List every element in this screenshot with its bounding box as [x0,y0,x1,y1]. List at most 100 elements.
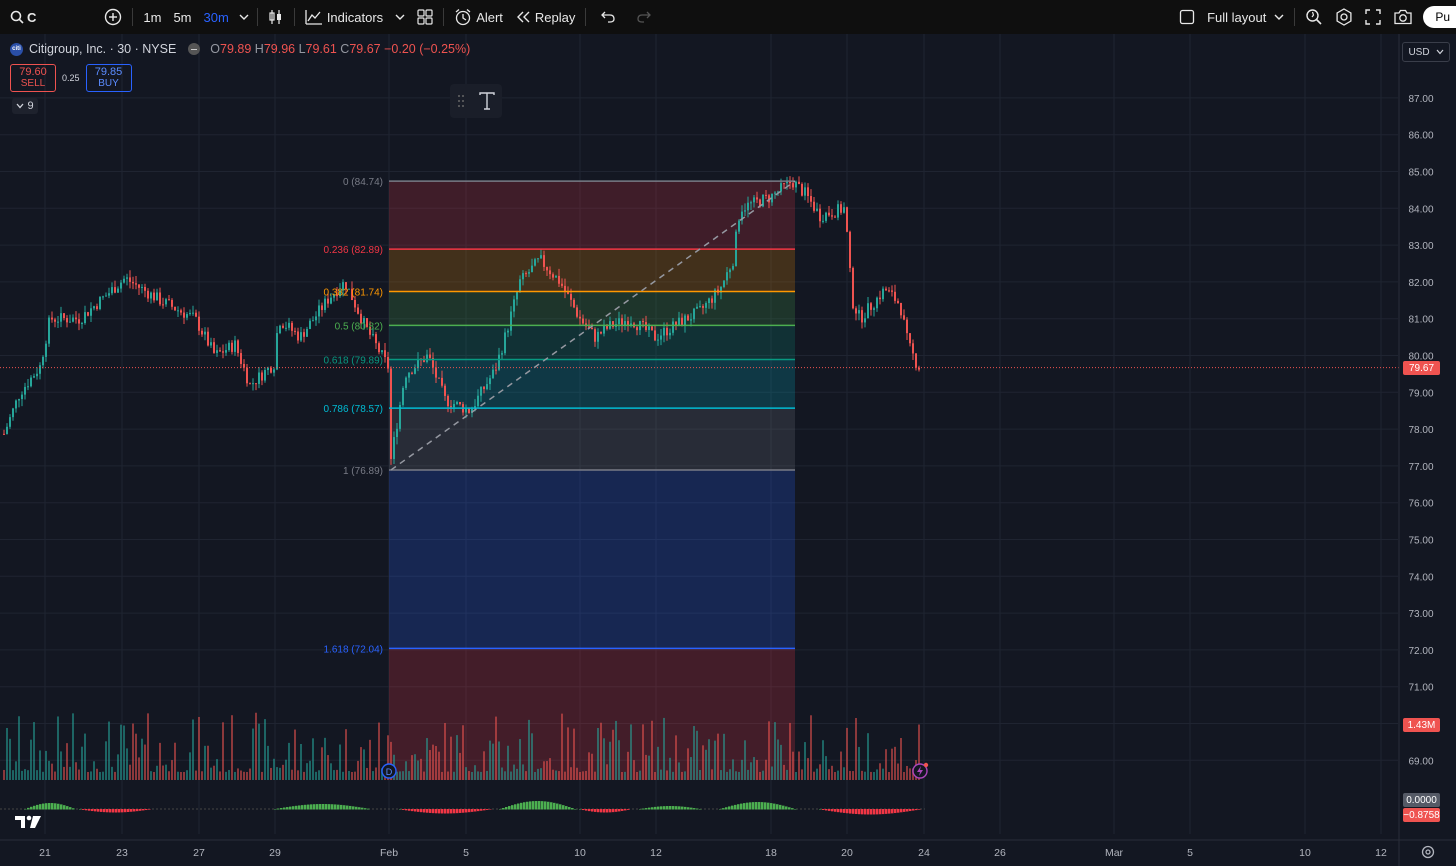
trade-buttons: 79.60 SELL 0.25 79.85 BUY [10,64,132,92]
time-axis[interactable]: 21 23 27 29 Feb 5 10 12 18 20 24 26 Mar 5 10 12 [0,839,1456,859]
fib-trend-line[interactable] [390,180,796,471]
chart-area[interactable]: D 0 (84.74) 0.236 (82.89) 0.382 (81.74) 0.5… [0,34,1456,866]
sell-button[interactable]: 79.60 SELL [10,64,56,92]
volume-bar [474,765,476,780]
grip-icon[interactable] [457,94,465,108]
volume-bar [66,743,68,780]
oscillator-bar [471,809,474,812]
undo-button[interactable] [590,0,626,34]
quick-search-button[interactable] [1299,0,1329,34]
oscillator-bar [145,809,148,811]
volume-bar [537,768,539,780]
dividend-marker-icon[interactable] [381,763,397,779]
publish-button[interactable]: Pu [1419,0,1456,34]
templates-button[interactable] [411,0,439,34]
volume-bar [201,771,203,780]
candle-body [534,259,536,266]
oscillator-bar [508,806,511,810]
oscillator-bar [39,804,42,810]
candle-body [597,331,599,342]
volume-bar [327,755,329,780]
timeframe-30m[interactable]: 30m [203,9,229,25]
candle-body [624,321,626,326]
oscillator-bar [109,809,112,813]
redo-button[interactable] [626,0,662,34]
change-value: −0.20 (−0.25%) [384,42,471,56]
timeframe-1m[interactable]: 1m [143,9,162,25]
checkbox-icon [1179,9,1195,25]
oscillator-bar [597,809,600,813]
volume-bar [45,750,47,780]
oscillator-bar [54,803,57,810]
volume-bar [585,770,587,780]
oscillator-bar [553,802,556,810]
symbol-label: C [27,9,37,25]
plus-circle-icon [105,8,122,26]
volume-bar [345,729,347,780]
compare-button[interactable] [98,0,128,34]
volume-bar [21,770,23,780]
oscillator-bar [740,803,743,810]
candle-body [72,317,74,322]
volume-bar [180,771,182,780]
volume-bar [462,725,464,780]
candle-body [771,193,773,203]
oscillator-bar [737,804,740,810]
snapshot-button[interactable] [1387,0,1419,34]
settings-button[interactable] [1329,0,1359,34]
alert-button[interactable]: Alert [448,0,509,34]
oscillator-bar [313,804,316,810]
oscillator-bar [148,809,151,810]
candle-body [840,204,842,213]
timeframe-5m[interactable]: 5m [173,9,192,25]
chart-type-button[interactable] [262,0,290,34]
oscillator-bar [420,809,423,813]
oscillator-bar [286,807,289,810]
volume-bar [477,771,479,780]
candle-body [426,354,428,362]
candle-body [87,312,89,316]
volume-bar [750,762,752,780]
volume-bar [51,763,53,780]
time-axis-label: 5 [1187,847,1193,859]
candle-body [282,325,284,328]
candle-body [63,313,65,318]
candle-body [126,277,128,279]
volume-bar [432,744,434,780]
fullscreen-button[interactable] [1359,0,1387,34]
volume-bar [435,746,437,780]
symbol-search[interactable]: C [0,0,42,34]
volume-bar [255,712,257,780]
legend-menu-icon[interactable] [188,43,201,55]
price-chart[interactable]: D 0 (84.74) 0.236 (82.89) 0.382 (81.74) 0.5… [0,34,1456,866]
oscillator-bar [734,804,737,810]
oscillator-bar [295,805,298,810]
buy-button[interactable]: 79.85 BUY [85,64,132,92]
indicators-button[interactable]: Indicators [299,0,411,34]
text-tool-icon[interactable] [479,92,495,110]
volume-bar [375,767,377,780]
chevron-down-icon [1436,49,1444,55]
volume-bar [660,769,662,780]
oscillator-bar [319,804,322,810]
replay-button[interactable]: Replay [509,0,581,34]
candle-body [885,288,887,291]
settings-gear-icon[interactable] [1421,845,1435,859]
toolbar-divider [293,8,295,26]
layout-button[interactable]: Full layout [1173,0,1290,34]
tradingview-logo-icon[interactable] [14,814,42,830]
oscillator-bar [779,804,782,810]
floating-text-toolbar[interactable] [450,84,502,118]
oscillator-bar [444,809,447,814]
volume-bar [87,771,89,780]
symbol-title[interactable]: Citigroup, Inc. · 30 · NYSE [29,42,177,56]
currency-selector[interactable]: USD [1402,42,1450,62]
oscillator-bar [852,809,855,814]
price-axis[interactable]: 87.00 86.00 85.00 84.00 83.00 82.00 81.00 80.00… [1398,34,1434,866]
indicators-collapse-button[interactable]: 9 [12,98,38,114]
price-axis-label: 81.00 [1408,315,1433,326]
volume-bar [597,727,599,780]
candle-body [891,290,893,292]
timeframe-dropdown[interactable] [235,0,253,34]
fib-levels[interactable]: 0 (84.74) 0.236 (82.89) 0.382 (81.74) 0.5 (… [324,177,796,655]
